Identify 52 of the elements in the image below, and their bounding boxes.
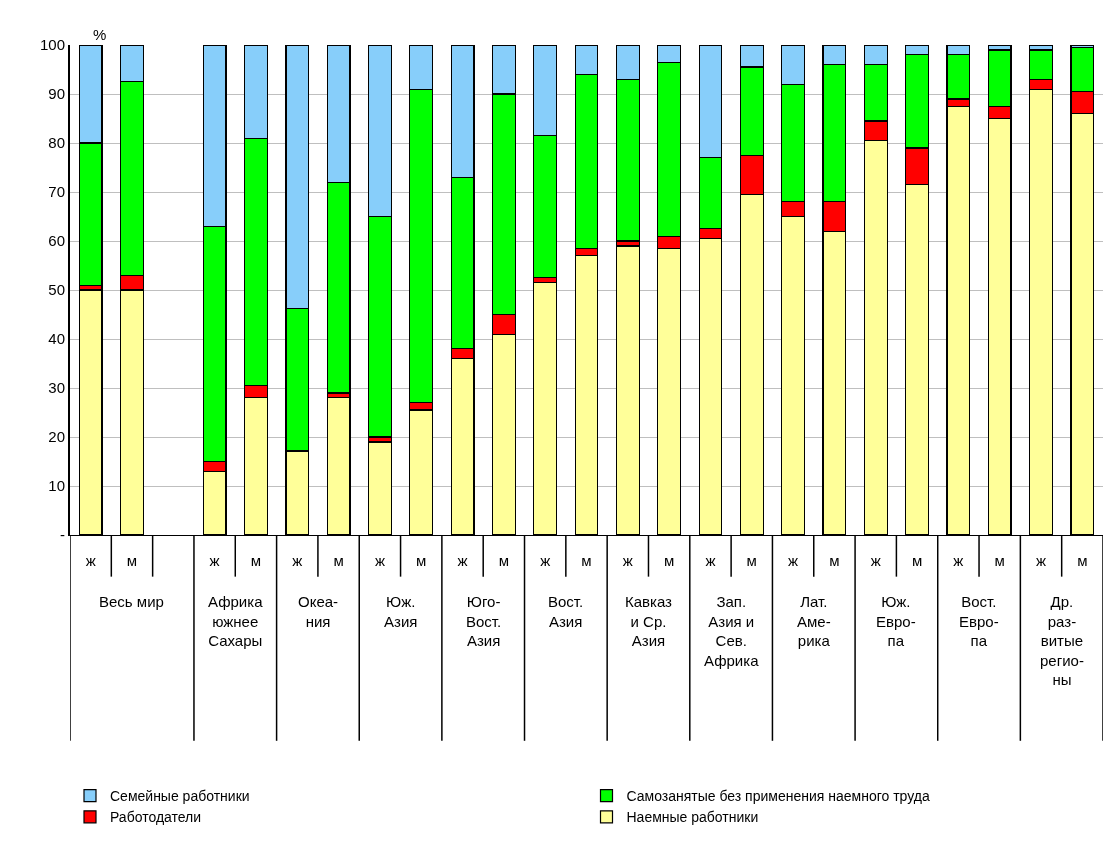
- x-tick-label: м: [126, 552, 138, 569]
- x-tick-label: м: [333, 552, 344, 569]
- x-tick-label: ж: [705, 552, 716, 569]
- x-tick-label: м: [994, 552, 1005, 569]
- y-tick-label: 90: [48, 85, 65, 103]
- x-tick-label: ж: [953, 552, 964, 569]
- x-tick-label: ж: [540, 552, 551, 569]
- x-tick-label: м: [416, 552, 427, 569]
- x-tick-label: м: [1077, 552, 1088, 569]
- x-tick-label: м: [663, 552, 675, 569]
- y-axis-title: %: [93, 26, 107, 43]
- y-tick-label: 100: [39, 36, 65, 54]
- legend-label: Работодатели: [110, 809, 202, 826]
- text: Юж. Евро- па: [876, 593, 916, 649]
- x-tick-label: ж: [85, 552, 96, 569]
- text: Вост. Азия: [548, 593, 584, 630]
- x-tick-label: ж: [209, 552, 220, 569]
- x-tick-label: м: [581, 552, 592, 569]
- text: Др. раз- витые регио- ны: [1040, 593, 1084, 688]
- x-tick-label: ж: [292, 552, 303, 569]
- legend-label: Самозанятые без применения наемного труда: [626, 788, 930, 805]
- x-tick-label: ж: [622, 552, 633, 569]
- text: Юж. Азия: [384, 593, 418, 630]
- x-tick-label: ж: [457, 552, 468, 569]
- x-tick-label: м: [911, 552, 923, 569]
- y-tick-label: 70: [48, 183, 65, 201]
- text: Лат. Аме- рика: [797, 593, 831, 649]
- x-tick-label: ж: [374, 552, 385, 569]
- text: Кавказ и Ср. Азия: [625, 593, 673, 649]
- y-tick-label: 80: [48, 134, 65, 152]
- x-tick-label: м: [250, 552, 262, 569]
- text: Вост. Евро- па: [959, 593, 999, 649]
- x-tick-label: м: [498, 552, 510, 569]
- y-tick-label: 40: [48, 330, 65, 348]
- text: Весь мир: [99, 593, 164, 610]
- y-tick-label: 50: [48, 281, 65, 299]
- y-tick-label: 30: [48, 379, 65, 397]
- text: Юго- Вост. Азия: [466, 593, 502, 649]
- legend-label: Наемные работники: [626, 809, 759, 826]
- y-tick-label: 10: [48, 477, 65, 495]
- text: Африка южнее Сахары: [208, 593, 264, 649]
- x-tick-label: м: [829, 552, 840, 569]
- x-tick-label: ж: [870, 552, 881, 569]
- x-tick-label: ж: [1036, 552, 1047, 569]
- legend-label: Семейные работники: [110, 788, 250, 805]
- y-tick-label: 20: [48, 428, 65, 446]
- text: Зап. Азия и Сев. Африка: [704, 593, 760, 669]
- text: Океа- ния: [298, 593, 339, 630]
- x-tick-label: ж: [788, 552, 799, 569]
- y-tick-label: -: [60, 526, 65, 544]
- x-tick-label: м: [746, 552, 757, 569]
- y-tick-label: 60: [48, 232, 65, 250]
